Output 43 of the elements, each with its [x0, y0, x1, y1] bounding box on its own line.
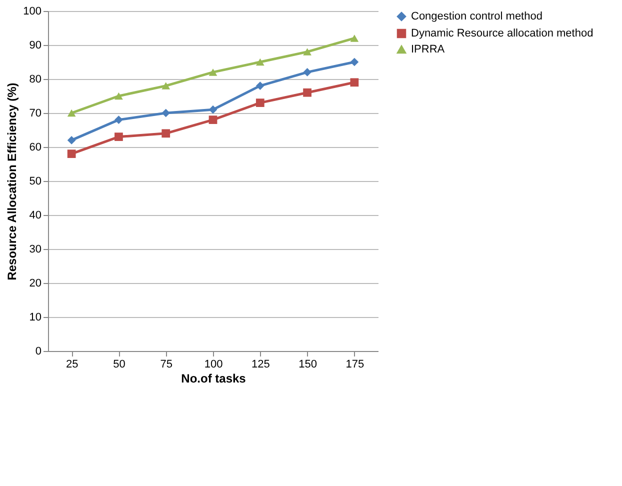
x-tick-label: 100 — [204, 358, 223, 370]
point — [67, 109, 76, 117]
point — [303, 68, 312, 76]
y-tick-label: 10 — [29, 312, 42, 324]
point — [303, 48, 312, 56]
point — [67, 136, 76, 144]
legend-label: Congestion control method — [411, 10, 542, 22]
y-axis-title: Resource Allocation Efficiency (%) — [5, 82, 20, 280]
legend-label: Dynamic Resource allocation method — [411, 28, 594, 40]
point — [256, 58, 264, 66]
y-tick-label: 100 — [23, 6, 42, 18]
x-tick-label: 150 — [298, 358, 317, 370]
point — [162, 129, 170, 138]
point — [114, 132, 123, 141]
point — [350, 34, 359, 42]
x-tick-label: 50 — [113, 358, 126, 370]
point — [350, 78, 359, 87]
point — [208, 116, 218, 124]
y-tick-label: 0 — [35, 346, 42, 358]
y-tick-label: 70 — [29, 108, 42, 120]
point — [67, 150, 76, 158]
y-tick-label: 80 — [29, 74, 42, 86]
point — [256, 82, 264, 90]
y-tick-label: 40 — [29, 210, 42, 222]
point — [114, 116, 123, 124]
point — [350, 58, 359, 66]
point — [162, 82, 170, 90]
y-tick-label: 60 — [29, 142, 42, 154]
point — [303, 88, 312, 97]
y-tick-label: 20 — [29, 278, 42, 290]
x-tick-label: 75 — [160, 358, 172, 370]
point — [208, 105, 218, 114]
legend-label: IPRRA — [411, 44, 446, 56]
x-tick-label: 175 — [346, 358, 364, 370]
x-tick-label: 25 — [66, 358, 78, 370]
x-tick-label: 125 — [251, 358, 270, 370]
y-tick-label: 30 — [29, 244, 42, 256]
point — [256, 98, 264, 107]
y-tick-label: 50 — [29, 176, 42, 188]
y-tick-label: 90 — [29, 40, 42, 52]
point — [114, 92, 123, 100]
point — [208, 68, 218, 76]
x-axis-title: No.of tasks — [181, 372, 246, 386]
